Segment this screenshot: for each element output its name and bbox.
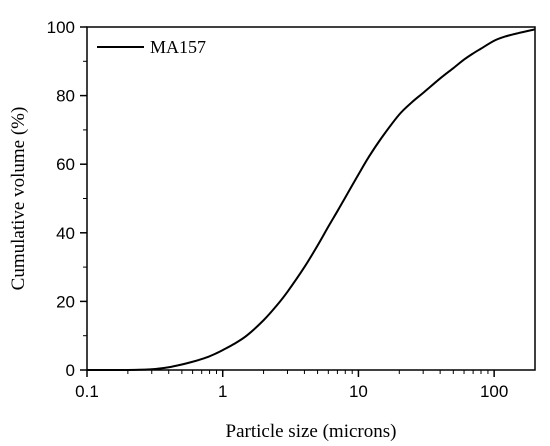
y-axis-ticks: 0 20 40 60 80 100 (47, 18, 87, 380)
x-tick-label: 1 (218, 382, 227, 401)
y-axis-title: Cumulative volume (%) (8, 107, 29, 291)
plot-area (86, 26, 536, 372)
series-line-ma157 (86, 28, 536, 372)
plot-frame (86, 26, 536, 371)
y-tick-label: 40 (56, 224, 75, 243)
x-axis-ticks: 0.1 1 10 100 (75, 370, 508, 401)
legend: MA157 (97, 37, 206, 57)
y-tick-label: 60 (56, 155, 75, 174)
y-tick-label: 100 (47, 18, 75, 37)
y-tick-label: 0 (66, 361, 75, 380)
legend-label-ma157: MA157 (150, 37, 206, 57)
y-tick-label: 80 (56, 87, 75, 106)
x-tick-label: 10 (349, 382, 368, 401)
y-tick-label: 20 (56, 292, 75, 311)
x-tick-label: 0.1 (75, 382, 99, 401)
x-tick-label: 100 (480, 382, 508, 401)
x-axis-title: Particle size (microns) (226, 421, 397, 442)
